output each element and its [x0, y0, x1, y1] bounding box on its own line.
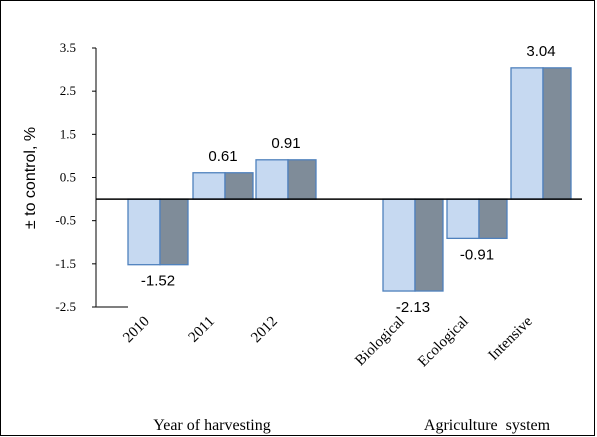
- bar-front: [255, 159, 289, 200]
- y-axis-label: ± to control, %: [22, 127, 39, 229]
- bar-side: [542, 67, 572, 200]
- category-label: Biological: [352, 314, 408, 370]
- bar-front: [446, 198, 480, 240]
- data-label: 0.61: [208, 148, 237, 165]
- category-label: 2012: [248, 314, 281, 347]
- y-ticks: 3.5 2.5 1.5 0.5 -0.5 -1.5 -2.5: [55, 40, 128, 314]
- data-label: -2.13: [396, 299, 430, 316]
- group-label-year: Year of harvesting: [153, 417, 270, 434]
- y-tick-label: 0.5: [60, 170, 76, 185]
- bar-side: [159, 198, 189, 266]
- y-tick-label: -0.5: [55, 213, 76, 228]
- data-label: 0.91: [271, 135, 300, 152]
- category-label: 2011: [186, 314, 218, 346]
- category-label: 2010: [120, 314, 153, 347]
- y-tick-label: 3.5: [60, 40, 76, 55]
- y-tick-label: 2.5: [60, 83, 76, 98]
- category-label: Ecological: [415, 314, 472, 371]
- bar-side: [224, 172, 254, 200]
- data-label: -1.52: [141, 273, 175, 290]
- data-label: -0.91: [460, 246, 494, 263]
- category-label: Intensive: [486, 313, 536, 363]
- y-tick-label: -2.5: [55, 299, 76, 314]
- group-label-agriculture: Agriculture system: [424, 417, 551, 434]
- bar-side: [287, 159, 317, 200]
- bar-front: [510, 67, 544, 200]
- bars: [127, 67, 572, 292]
- bar-front: [127, 198, 161, 266]
- y-tick-label: 1.5: [60, 126, 76, 141]
- bar-front: [192, 172, 226, 200]
- data-labels: -1.52 0.61 0.91 -2.13 -0.91 3.04: [141, 43, 556, 316]
- y-tick-label: -1.5: [55, 256, 76, 271]
- bar-side: [478, 198, 508, 240]
- data-label: 3.04: [526, 43, 555, 60]
- bar-front: [382, 198, 416, 292]
- category-labels: 2010 2011 2012 Biological Ecological Intensiv…: [120, 313, 536, 370]
- bar-side: [414, 198, 444, 292]
